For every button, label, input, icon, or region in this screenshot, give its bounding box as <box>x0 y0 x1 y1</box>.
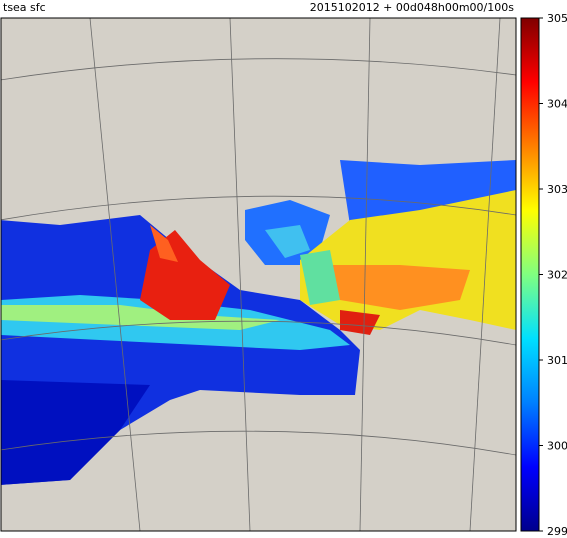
colorbar-tick-label: 305 <box>547 12 567 25</box>
colorbar: 299 300 301 302 303 304 305 <box>520 12 567 538</box>
map <box>1 18 516 531</box>
colorbar-tick-label: 300 <box>547 440 567 453</box>
colorbar-scale <box>520 17 540 532</box>
colorbar-tick-label: 303 <box>547 183 567 196</box>
colorbar-tick-label: 299 <box>547 525 567 538</box>
field-title: tsea sfc <box>3 1 46 14</box>
colorbar-tick-label: 302 <box>547 269 567 282</box>
colorbar-tick-label: 301 <box>547 354 567 367</box>
colorbar-tick-label: 304 <box>547 98 567 111</box>
valid-time: 2015102012 + 00d048h00m00/100s <box>310 1 515 14</box>
